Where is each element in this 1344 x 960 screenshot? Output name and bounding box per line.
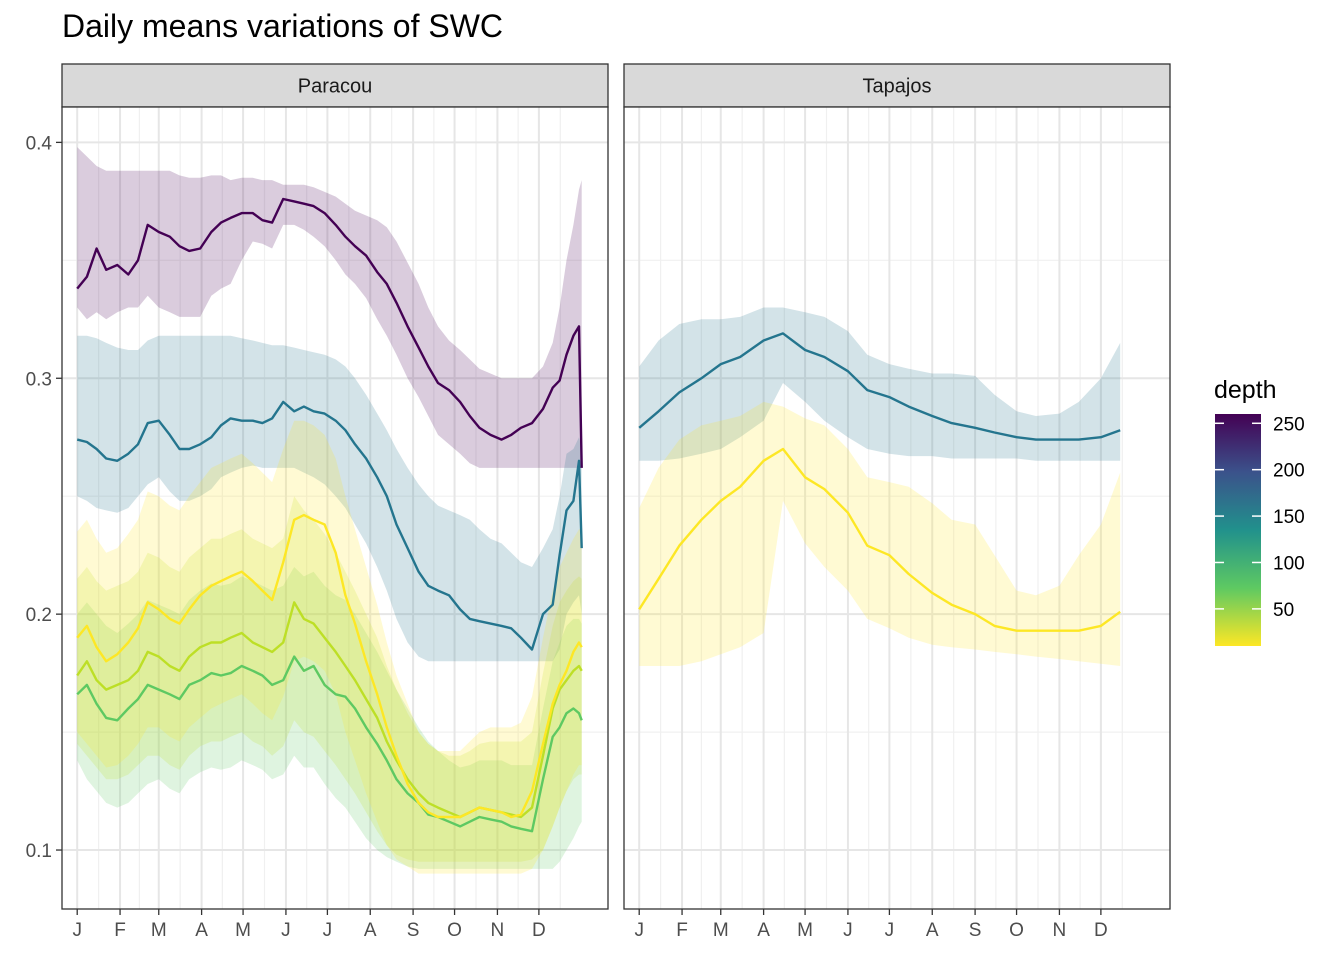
ribbons: [77, 147, 582, 874]
ribbon-depth-260: [77, 147, 582, 468]
ribbon-depth-10: [77, 420, 582, 874]
facet-panels: Paracou Tapajos: [61, 63, 1171, 910]
facet-panel-tapajos: Tapajos: [623, 63, 1171, 910]
colorbar-tick-label: 50: [1273, 600, 1294, 621]
x-tick-label: J: [843, 920, 853, 941]
x-tick-label: N: [1053, 920, 1067, 941]
x-tick-label: N: [491, 920, 505, 941]
x-tick-label: A: [195, 920, 208, 941]
x-tick-label: A: [364, 920, 377, 941]
x-tick-label: D: [532, 920, 546, 941]
ribbon-depth-160: [77, 335, 582, 662]
x-tick-label: M: [235, 920, 251, 941]
x-tick-label: O: [1009, 920, 1024, 941]
ribbon-depth-150: [639, 307, 1121, 461]
series-lines: [76, 197, 583, 833]
colorbar-tick-label: 250: [1273, 414, 1305, 435]
x-tick-label: D: [1094, 920, 1108, 941]
ribbon-depth-10: [639, 401, 1121, 666]
x-tick-label: S: [969, 920, 982, 941]
colorbar-tick-label: 200: [1273, 461, 1305, 482]
y-tick-label: 0.4: [26, 133, 53, 154]
series-line-depth-80: [76, 655, 583, 833]
x-tick-label: J: [323, 920, 333, 941]
x-tick-label: J: [885, 920, 895, 941]
x-tick-label: S: [407, 920, 420, 941]
x-tick-label: J: [634, 920, 644, 941]
colorbar: [1215, 414, 1261, 646]
x-tick-label: O: [447, 920, 462, 941]
x-tick-label: M: [151, 920, 167, 941]
chart-title: Daily means variations of SWC: [62, 8, 504, 44]
x-tick-label: J: [281, 920, 291, 941]
colorbar-tick-label: 100: [1273, 553, 1305, 574]
y-axis: 0.1 0.2 0.3 0.4: [26, 133, 62, 862]
ribbon-depth-80: [77, 567, 582, 869]
panel-border: [61, 106, 609, 910]
ribbon-depth-40: [77, 496, 582, 862]
y-tick-label: 0.1: [26, 841, 52, 862]
colorbar-tick-label: 150: [1273, 507, 1305, 528]
series-line-depth-10: [638, 447, 1121, 632]
series-line-depth-10: [76, 513, 583, 819]
facet-panel-paracou: Paracou: [61, 63, 609, 910]
x-tick-label: F: [676, 920, 688, 941]
x-tick-label: J: [72, 920, 82, 941]
series-line-depth-160: [76, 400, 583, 651]
x-tick-label: F: [114, 920, 126, 941]
y-tick-label: 0.3: [26, 369, 52, 390]
series-line-depth-150: [638, 332, 1121, 441]
x-tick-label: A: [926, 920, 939, 941]
x-tick-label: A: [757, 920, 770, 941]
facet-label: Paracou: [298, 76, 373, 98]
series-lines: [638, 332, 1121, 632]
legend: depth 50 100 150 200 250: [1214, 376, 1305, 646]
x-tick-label: M: [713, 920, 729, 941]
x-tick-label: M: [797, 920, 813, 941]
series-line-depth-260: [76, 197, 583, 468]
facet-label: Tapajos: [863, 76, 932, 98]
legend-title: depth: [1214, 376, 1277, 404]
gridlines: [624, 107, 1170, 909]
facet-strip: [61, 63, 609, 108]
y-tick-label: 0.2: [26, 605, 52, 626]
ribbons: [639, 307, 1121, 666]
panel-border: [623, 106, 1171, 910]
plot-background: [62, 107, 608, 909]
gridlines: [62, 107, 608, 909]
